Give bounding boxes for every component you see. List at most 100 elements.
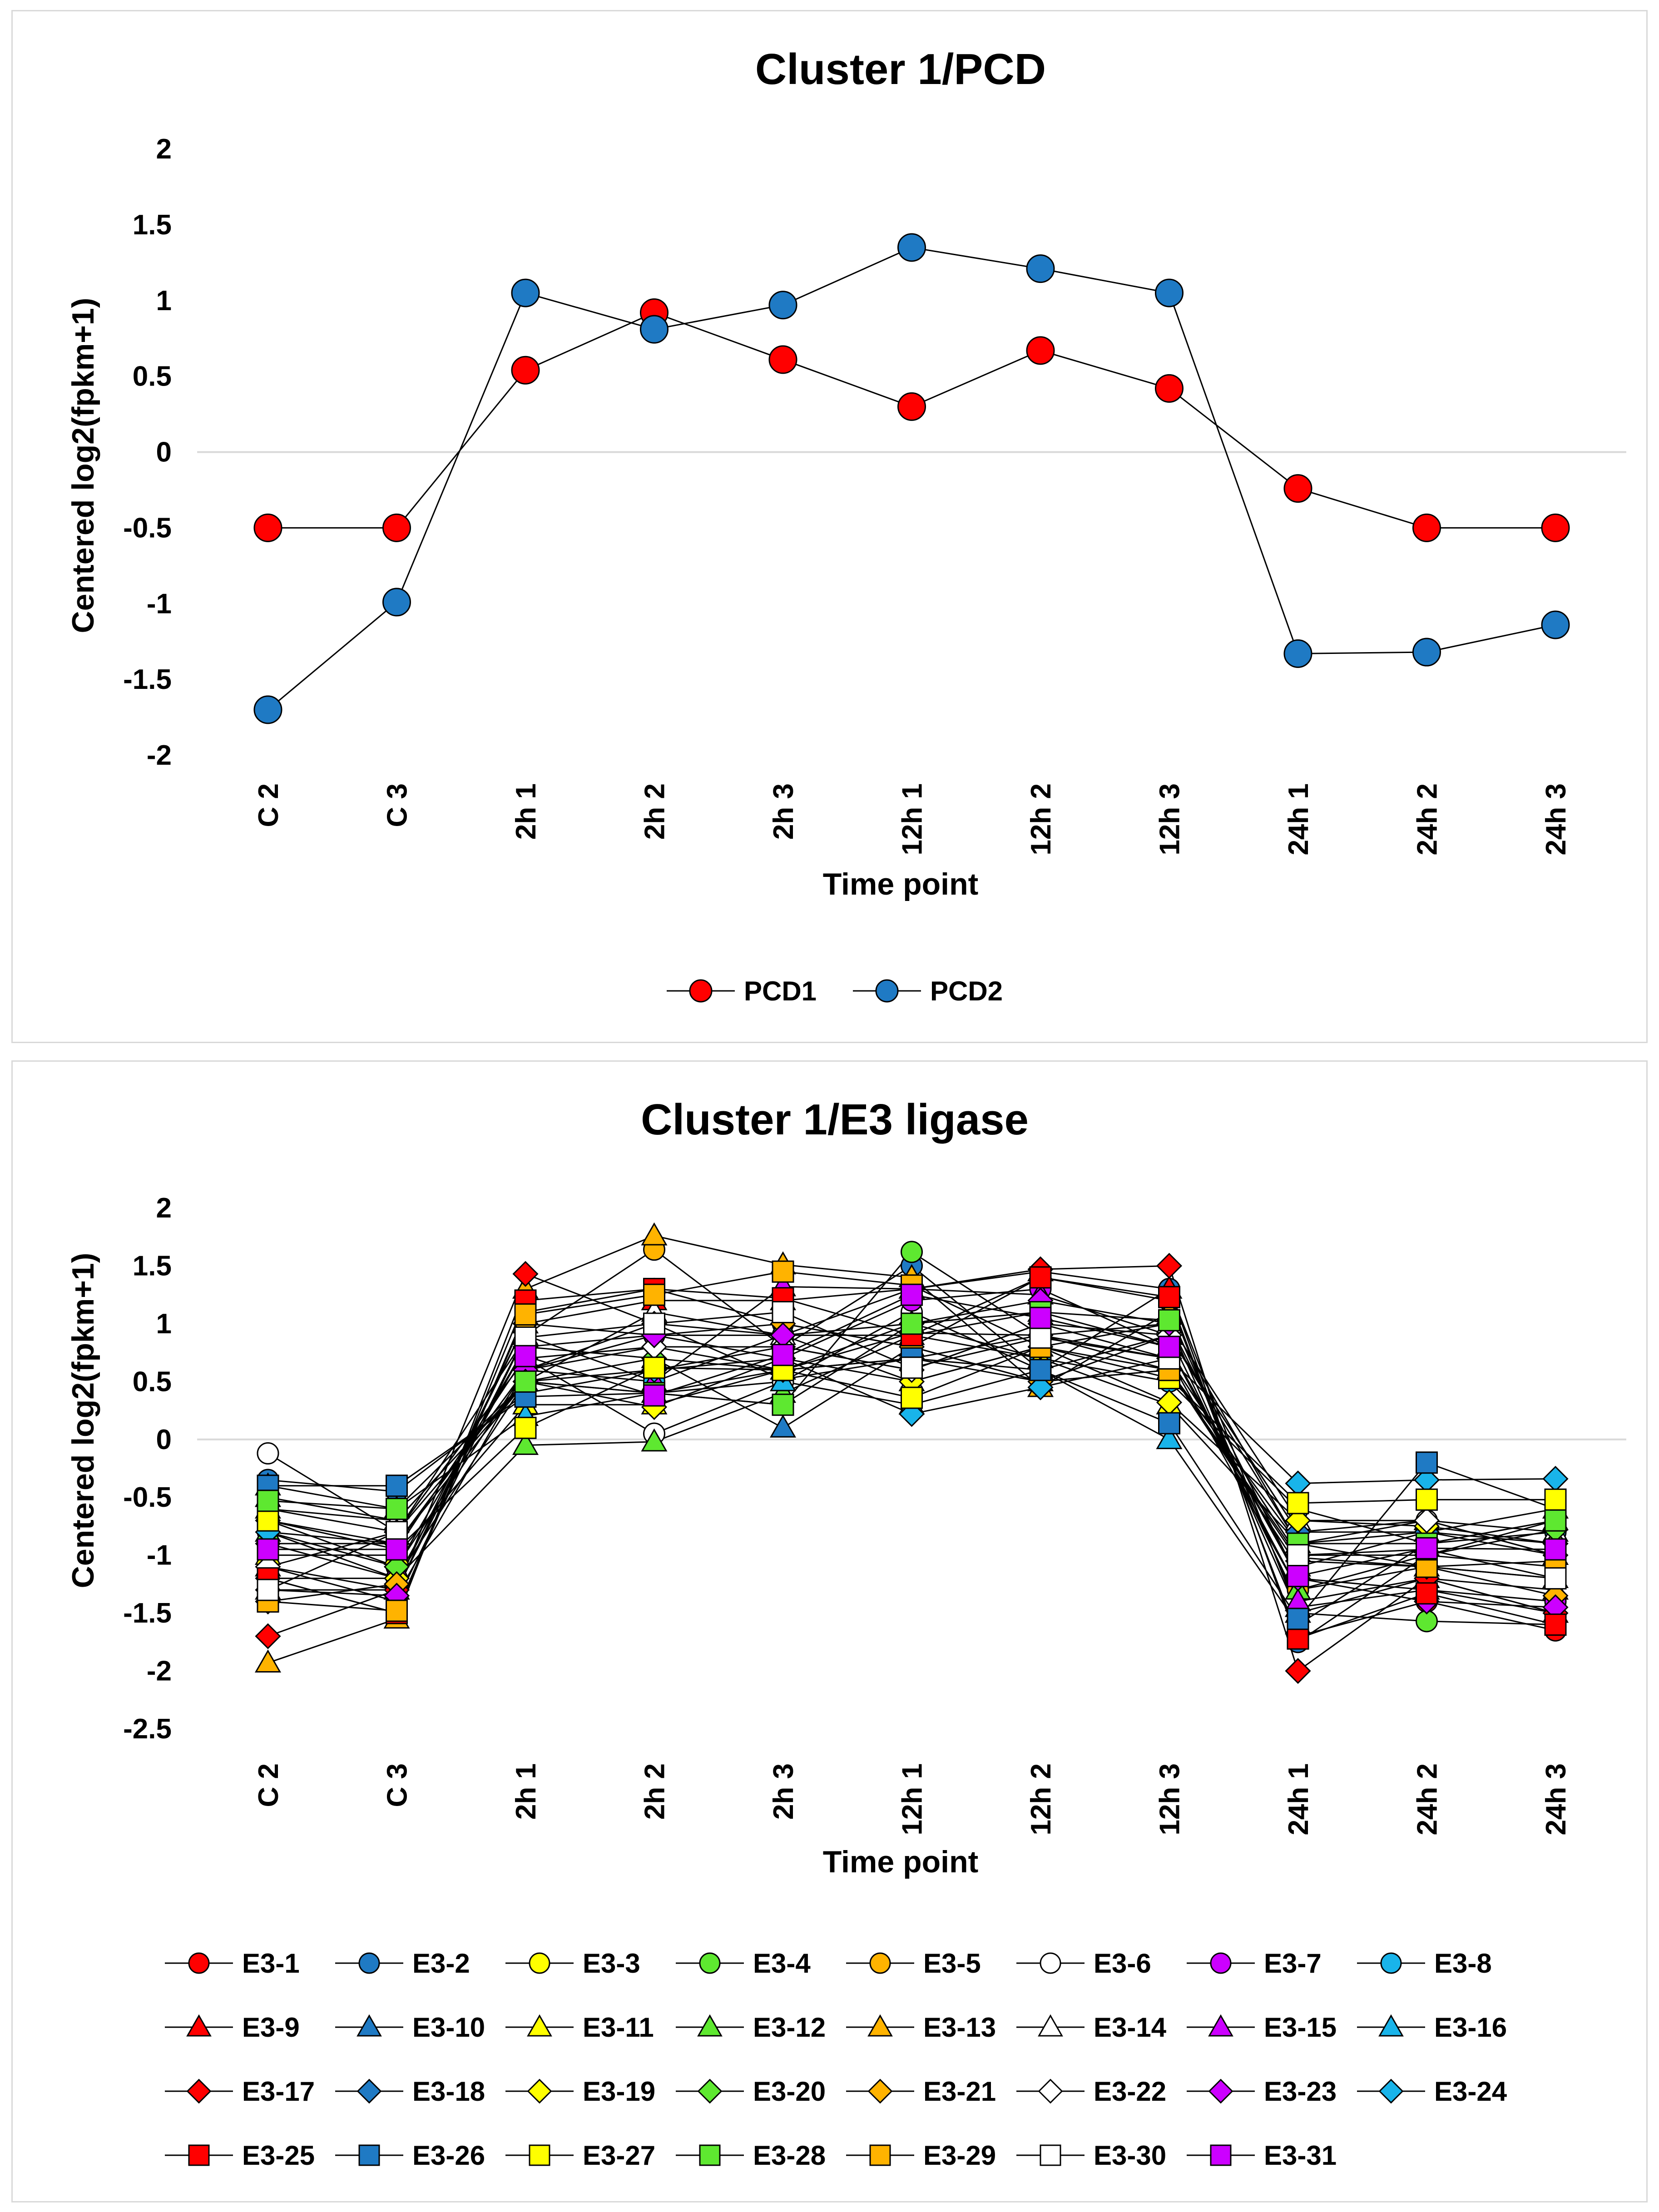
data-point: [641, 1222, 668, 1246]
legend-item-e3-11: E3-11: [505, 2012, 654, 2043]
legend-label: E3-6: [1094, 1948, 1151, 1979]
legend-item-e3-24: E3-24: [1357, 2076, 1507, 2107]
legend-marker-swatch: [699, 2144, 721, 2166]
legend-label: E3-19: [583, 2076, 655, 2107]
data-point: [897, 392, 926, 421]
legend-item-e3-3: E3-3: [505, 1948, 640, 1979]
y-tick-label: -1.5: [123, 664, 172, 695]
legend-item-e3-26: E3-26: [335, 2140, 485, 2171]
pcd-line-chart: Cluster 1/PCD Centered log2(fpkm+1) Time…: [66, 45, 1626, 1006]
legend-item-e3-27: E3-27: [505, 2140, 655, 2171]
legend-marker-swatch: [529, 1952, 550, 1974]
legend-marker-swatch: [1380, 1952, 1402, 1974]
data-point: [514, 1416, 537, 1439]
legend-item-e3-29: E3-29: [846, 2140, 996, 2171]
x-tick-label: 12h 3: [1154, 783, 1186, 856]
data-point: [511, 356, 540, 385]
data-point: [1029, 1266, 1052, 1289]
y-axis-label: Centered log2(fpkm+1): [66, 298, 100, 633]
legend-label: E3-18: [412, 2076, 485, 2107]
legend-item-e3-30: E3-30: [1016, 2140, 1166, 2171]
data-point: [1416, 1451, 1438, 1474]
data-point: [901, 1312, 923, 1335]
data-point: [772, 1260, 794, 1283]
legend-marker-swatch: [186, 2078, 212, 2104]
data-point: [1544, 1613, 1567, 1636]
data-point: [772, 1301, 794, 1323]
data-point: [1287, 1492, 1309, 1514]
legend-item-e3-16: E3-16: [1357, 2012, 1507, 2043]
legend-marker-swatch: [529, 2144, 550, 2166]
data-point: [769, 1414, 797, 1438]
legend-item-e3-7: E3-7: [1187, 1948, 1322, 1979]
legend-marker-swatch: [1208, 2014, 1233, 2037]
data-point: [511, 278, 540, 307]
x-axis-label: Time point: [823, 1845, 979, 1879]
series-markers-pcd2: [253, 233, 1570, 724]
legend-label: E3-16: [1434, 2012, 1507, 2043]
legend-marker-swatch: [358, 1952, 380, 1974]
data-point: [257, 1538, 279, 1561]
data-point: [768, 291, 797, 320]
legend-item-e3-25: E3-25: [165, 2140, 315, 2171]
y-tick-label: 1: [156, 285, 172, 317]
data-point: [1026, 336, 1055, 365]
legend-item-e3-21: E3-21: [846, 2076, 996, 2107]
legend-marker-swatch: [357, 2014, 382, 2037]
legend-label: PCD1: [744, 976, 817, 1006]
y-tick-label: 1.5: [133, 209, 172, 241]
x-tick-label: 2h 3: [768, 783, 799, 840]
data-point: [386, 1599, 408, 1622]
legend-label: E3-17: [242, 2076, 315, 2107]
x-tick-label: 24h 2: [1412, 1763, 1443, 1836]
x-tick-label: 12h 1: [897, 1763, 928, 1836]
legend-marker-swatch: [1210, 1952, 1232, 1974]
data-point: [772, 1393, 794, 1416]
legend-label: E3-24: [1434, 2076, 1507, 2107]
data-point: [1287, 1565, 1309, 1588]
legend-item-e3-19: E3-19: [505, 2076, 655, 2107]
legend-label: E3-1: [242, 1948, 300, 1979]
y-tick-label: -2.5: [123, 1713, 172, 1745]
data-point: [1029, 1359, 1052, 1381]
data-point: [1026, 254, 1055, 283]
chart-title: Cluster 1/E3 ligase: [641, 1095, 1029, 1144]
x-tick-label: 24h 1: [1283, 1763, 1314, 1836]
y-tick-label: -1: [147, 588, 172, 619]
x-tick-label: 2h 3: [768, 1763, 799, 1820]
y-tick-label: 1: [156, 1308, 172, 1340]
x-tick-label: 12h 3: [1154, 1763, 1186, 1836]
legend-marker-swatch: [699, 1952, 721, 1974]
data-point: [897, 233, 926, 262]
data-point: [643, 1283, 665, 1306]
x-tick-label: 24h 1: [1283, 783, 1314, 856]
legend-marker-swatch: [689, 979, 713, 1003]
legend-item-e3-18: E3-18: [335, 2076, 485, 2107]
legend-item-e3-8: E3-8: [1357, 1948, 1492, 1979]
legend-item-e3-6: E3-6: [1016, 1948, 1151, 1979]
data-point: [901, 1241, 923, 1263]
x-tick-label: 12h 2: [1025, 1763, 1057, 1836]
legend-label: E3-13: [923, 2012, 996, 2043]
y-tick-label: 2: [156, 1193, 172, 1224]
x-tick-label: 2h 1: [510, 783, 542, 840]
legend-label: E3-25: [242, 2140, 315, 2171]
data-point: [1544, 1567, 1567, 1590]
data-point: [514, 1370, 537, 1393]
y-tick-label: -1.5: [123, 1598, 172, 1629]
legend-marker-swatch: [188, 2144, 210, 2166]
x-tick-label: C 2: [253, 783, 284, 827]
data-point: [1541, 610, 1570, 639]
series-line-pcd2: [267, 247, 1556, 711]
data-point: [1156, 1426, 1183, 1450]
data-point: [768, 345, 797, 374]
data-point: [253, 695, 282, 724]
data-point: [1287, 1544, 1309, 1567]
x-tick-label: 24h 3: [1540, 1763, 1572, 1836]
legend-label: E3-8: [1434, 1948, 1492, 1979]
y-tick-label: -0.5: [123, 512, 172, 544]
series-markers-pcd1: [253, 298, 1570, 542]
x-tick-label: 24h 3: [1540, 783, 1572, 856]
legend-item-e3-14: E3-14: [1016, 2012, 1167, 2043]
legend-label: E3-22: [1094, 2076, 1166, 2107]
